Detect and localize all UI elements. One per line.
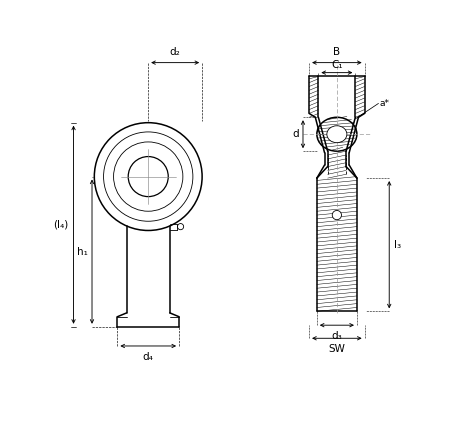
Text: B: B <box>333 47 340 57</box>
Circle shape <box>332 210 342 220</box>
Text: SW: SW <box>329 344 345 354</box>
Text: d: d <box>292 129 299 139</box>
Text: C₁: C₁ <box>331 60 343 70</box>
Text: d₄: d₄ <box>143 352 154 362</box>
Text: d₂: d₂ <box>170 47 181 57</box>
Text: h₁: h₁ <box>76 247 88 257</box>
Text: (l₄): (l₄) <box>53 220 68 230</box>
Text: a*: a* <box>380 99 390 108</box>
Ellipse shape <box>327 126 347 143</box>
Text: l₃: l₃ <box>394 240 401 250</box>
Text: d₃: d₃ <box>331 330 342 340</box>
